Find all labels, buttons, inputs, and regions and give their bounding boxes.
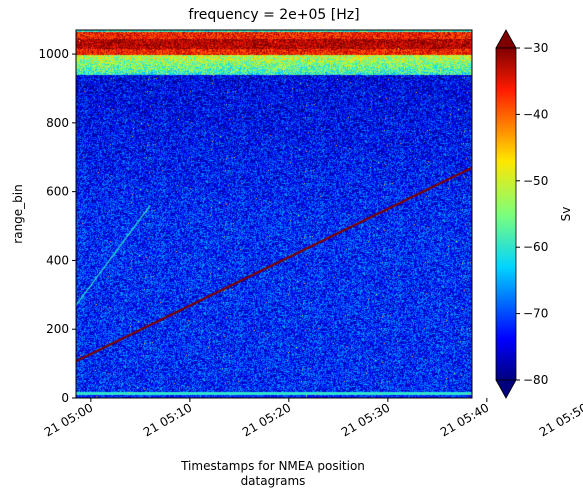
colorbar-tick-label: −80 [523,373,548,387]
y-tick-label: 400 [46,253,69,267]
heatmap-plot-area [76,30,472,398]
x-tick-label: 21 05:50 [537,400,583,439]
x-axis-label-line-2: datagrams [241,474,306,488]
colorbar-extend-top [495,29,517,49]
colorbar-tick-label: −50 [523,174,548,188]
y-tick-label: 200 [46,322,69,336]
x-axis-label-line-1: Timestamps for NMEA position [180,459,365,473]
y-axis: 0 200 400 600 800 1000 [38,47,76,405]
colorbar-tick-label: −60 [523,240,548,254]
colorbar-tick-label: −70 [523,307,548,321]
echogram-heatmap [76,30,472,398]
colorbar-tick-label: −30 [523,41,548,55]
y-tick-label: 1000 [38,47,69,61]
colorbar-extend-bottom [495,379,517,399]
y-tick-label: 600 [46,185,69,199]
colorbar: −80 −70 −60 −50 −40 −30 Sv [495,29,573,399]
colorbar-tick-label: −40 [523,107,548,121]
x-tick-label: 21 05:00 [42,400,95,439]
chart-title: frequency = 2e+05 [Hz] [188,7,359,23]
colorbar-body [495,47,517,381]
x-tick-label: 21 05:20 [240,400,293,439]
x-axis: 21 05:00 21 05:10 21 05:20 21 05:30 21 05:40… [42,398,583,439]
x-tick-label: 21 05:30 [339,400,392,439]
y-tick-label: 0 [61,391,69,405]
x-tick-label: 21 05:10 [141,400,194,439]
y-axis-label: range_bin [11,184,25,243]
y-tick-label: 800 [46,116,69,130]
x-tick-label: 21 05:40 [438,400,491,439]
colorbar-ticks: −80 −70 −60 −50 −40 −30 [516,41,548,387]
plot-frame [75,29,473,399]
colorbar-label: Sv [559,207,573,222]
